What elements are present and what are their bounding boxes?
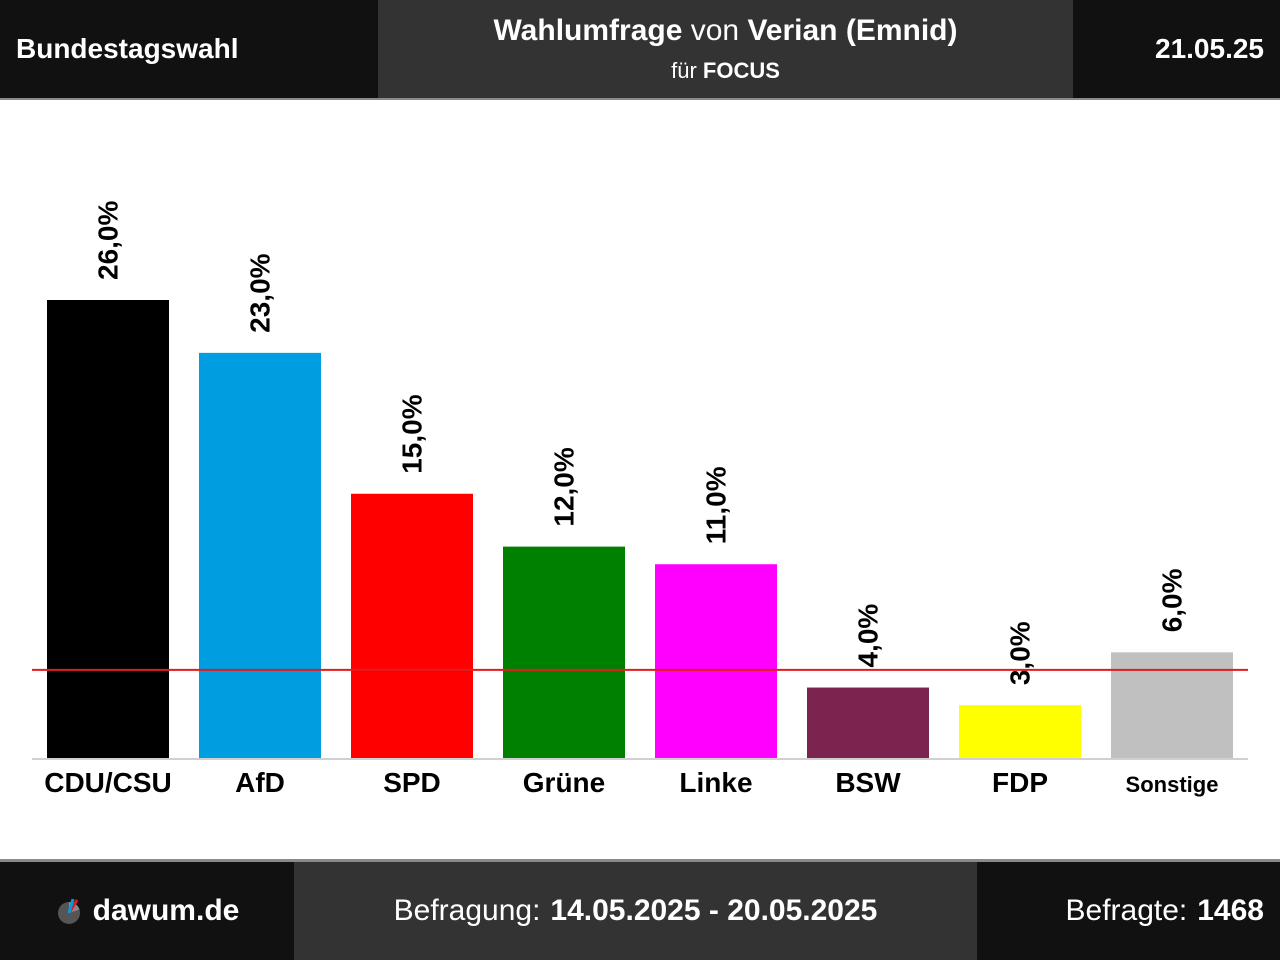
poll-date: 21.05.25 <box>1155 33 1264 64</box>
footer-bar: dawum.de Befragung: 14.05.2025 - 20.05.2… <box>0 862 1280 960</box>
survey-period-value: 14.05.2025 - 20.05.2025 <box>550 894 878 927</box>
headline-fuer: für <box>671 58 697 83</box>
survey-period-label: Befragung: <box>393 894 541 927</box>
category-label: Sonstige <box>1126 772 1219 797</box>
value-label: 23,0% <box>245 253 276 332</box>
dawum-logo-icon <box>57 898 80 924</box>
category-label: Linke <box>679 767 752 798</box>
value-label: 12,0% <box>549 447 580 526</box>
bar-afd <box>199 352 321 758</box>
bar-linke <box>655 564 777 758</box>
category-label: Grüne <box>523 767 605 798</box>
bar-cdu-csu <box>47 300 169 758</box>
survey-period: Befragung: 14.05.2025 - 20.05.2025 <box>294 862 977 960</box>
value-label: 26,0% <box>93 201 124 280</box>
headline-von: von <box>690 14 740 47</box>
category-label: CDU/CSU <box>44 767 172 798</box>
sample-size-value: 1468 <box>1197 894 1264 927</box>
header-divider <box>0 98 1280 100</box>
header-bar: Bundestagswahl Wahlumfrage von Verian (E… <box>0 0 1280 98</box>
headline-institute: Verian (Emnid) <box>747 14 958 47</box>
value-label: 3,0% <box>1005 621 1036 685</box>
headline-client: FOCUS <box>702 58 780 83</box>
value-label: 15,0% <box>397 394 428 473</box>
site-logo[interactable]: dawum.de <box>0 862 294 960</box>
bar-gr-ne <box>503 546 625 758</box>
category-label: FDP <box>992 767 1048 798</box>
value-label: 4,0% <box>853 604 884 668</box>
bar-bsw <box>807 687 929 758</box>
bar-spd <box>351 493 473 758</box>
sample-size: Befragte: 1468 <box>977 862 1280 960</box>
bar-sonstige <box>1111 652 1233 758</box>
sample-size-label: Befragte: <box>1065 894 1188 927</box>
value-label: 11,0% <box>701 466 732 544</box>
category-label: BSW <box>835 767 901 798</box>
category-label: SPD <box>383 767 441 798</box>
bar-fdp <box>959 705 1081 758</box>
headline-wahlumfrage: Wahlumfrage <box>493 14 683 47</box>
poll-headline-line1: Wahlumfrage von Verian (Emnid) <box>378 14 1073 48</box>
bar-chart: 26,0% CDU/CSU 23,0% AfD 15,0% SPD 12,0% Grüne 11… <box>32 201 1248 798</box>
poll-headline: Wahlumfrage von Verian (Emnid) für FOCUS <box>378 0 1073 98</box>
footer-divider <box>0 859 1280 862</box>
election-title: Bundestagswahl <box>16 33 239 64</box>
site-name: dawum.de <box>92 894 240 927</box>
value-label: 6,0% <box>1157 568 1188 632</box>
category-label: AfD <box>235 767 285 798</box>
poll-headline-line2: für FOCUS <box>378 58 1073 84</box>
